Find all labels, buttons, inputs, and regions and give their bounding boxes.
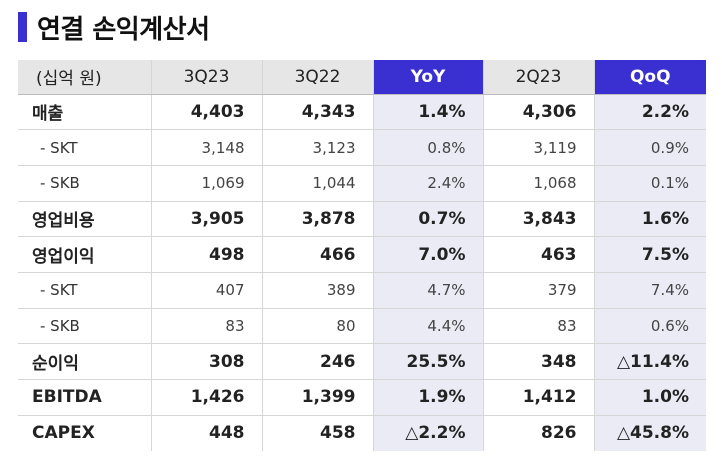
value-3q23: 1,069 [151, 165, 263, 202]
row-label: 매출 [18, 94, 152, 131]
value-yoy: 1.9% [373, 379, 484, 416]
value-3q22: 4,343 [262, 94, 374, 131]
value-qoq: △45.8% [594, 415, 706, 451]
row-label: 영업이익 [18, 236, 152, 273]
value-3q23: 407 [151, 272, 263, 309]
table-row: 영업비용 3,905 3,878 0.7% 3,843 1.6% [18, 201, 706, 238]
value-yoy: 1.4% [373, 94, 484, 131]
value-3q22: 466 [262, 236, 374, 273]
table-row: 영업이익 498 466 7.0% 463 7.5% [18, 236, 706, 273]
value-2q23: 83 [483, 308, 595, 345]
value-3q22: 458 [262, 415, 374, 451]
value-3q23: 308 [151, 343, 263, 380]
value-qoq: 1.0% [594, 379, 706, 416]
value-3q22: 1,044 [262, 165, 374, 202]
value-yoy: 4.4% [373, 308, 484, 345]
row-label: - SKT [18, 272, 152, 309]
value-3q23: 448 [151, 415, 263, 451]
value-qoq: △11.4% [594, 343, 706, 380]
page-title: 연결 손익계산서 [37, 14, 210, 45]
value-3q23: 4,403 [151, 94, 263, 131]
header-2q23: 2Q23 [483, 60, 595, 95]
value-yoy: △2.2% [373, 415, 484, 451]
value-2q23: 1,412 [483, 379, 595, 416]
row-label: - SKB [18, 165, 152, 202]
title-block: 연결 손익계산서 [18, 10, 210, 45]
value-2q23: 3,119 [483, 129, 595, 166]
value-2q23: 463 [483, 236, 595, 273]
value-yoy: 0.7% [373, 201, 484, 238]
header-3q22: 3Q22 [262, 60, 374, 95]
value-2q23: 3,843 [483, 201, 595, 238]
value-yoy: 0.8% [373, 129, 484, 166]
header-qoq: QoQ [594, 60, 706, 95]
table-row: EBITDA 1,426 1,399 1.9% 1,412 1.0% [18, 379, 706, 416]
table-header-row: (십억 원) 3Q23 3Q22 YoY 2Q23 QoQ [18, 60, 706, 95]
value-3q22: 3,878 [262, 201, 374, 238]
table-row: - SKT 3,148 3,123 0.8% 3,119 0.9% [18, 129, 706, 166]
value-yoy: 2.4% [373, 165, 484, 202]
row-label: CAPEX [18, 415, 152, 451]
value-3q22: 389 [262, 272, 374, 309]
row-label: - SKB [18, 308, 152, 345]
value-3q22: 80 [262, 308, 374, 345]
table-row: - SKT 407 389 4.7% 379 7.4% [18, 272, 706, 309]
value-2q23: 1,068 [483, 165, 595, 202]
value-2q23: 826 [483, 415, 595, 451]
value-3q22: 3,123 [262, 129, 374, 166]
row-label: EBITDA [18, 379, 152, 416]
header-3q23: 3Q23 [151, 60, 263, 95]
row-label: 순이익 [18, 343, 152, 380]
header-yoy: YoY [373, 60, 484, 95]
value-3q23: 1,426 [151, 379, 263, 416]
table-row: - SKB 83 80 4.4% 83 0.6% [18, 308, 706, 345]
value-qoq: 2.2% [594, 94, 706, 131]
value-qoq: 1.6% [594, 201, 706, 238]
value-3q22: 1,399 [262, 379, 374, 416]
row-label: - SKT [18, 129, 152, 166]
value-yoy: 4.7% [373, 272, 484, 309]
value-yoy: 25.5% [373, 343, 484, 380]
value-2q23: 379 [483, 272, 595, 309]
value-3q23: 3,905 [151, 201, 263, 238]
value-qoq: 0.9% [594, 129, 706, 166]
value-qoq: 0.1% [594, 165, 706, 202]
value-qoq: 7.5% [594, 236, 706, 273]
title-accent-bar [18, 12, 27, 42]
table-row: 매출 4,403 4,343 1.4% 4,306 2.2% [18, 94, 706, 131]
header-unit: (십억 원) [18, 60, 152, 95]
value-3q23: 3,148 [151, 129, 263, 166]
value-3q23: 83 [151, 308, 263, 345]
value-2q23: 4,306 [483, 94, 595, 131]
value-2q23: 348 [483, 343, 595, 380]
table-row: 순이익 308 246 25.5% 348 △11.4% [18, 343, 706, 380]
value-3q23: 498 [151, 236, 263, 273]
value-qoq: 7.4% [594, 272, 706, 309]
income-statement-table: (십억 원) 3Q23 3Q22 YoY 2Q23 QoQ 매출 4,403 4,3… [18, 60, 706, 451]
value-yoy: 7.0% [373, 236, 484, 273]
row-label: 영업비용 [18, 201, 152, 238]
value-qoq: 0.6% [594, 308, 706, 345]
value-3q22: 246 [262, 343, 374, 380]
table-row: - SKB 1,069 1,044 2.4% 1,068 0.1% [18, 165, 706, 202]
table-row: CAPEX 448 458 △2.2% 826 △45.8% [18, 415, 706, 451]
